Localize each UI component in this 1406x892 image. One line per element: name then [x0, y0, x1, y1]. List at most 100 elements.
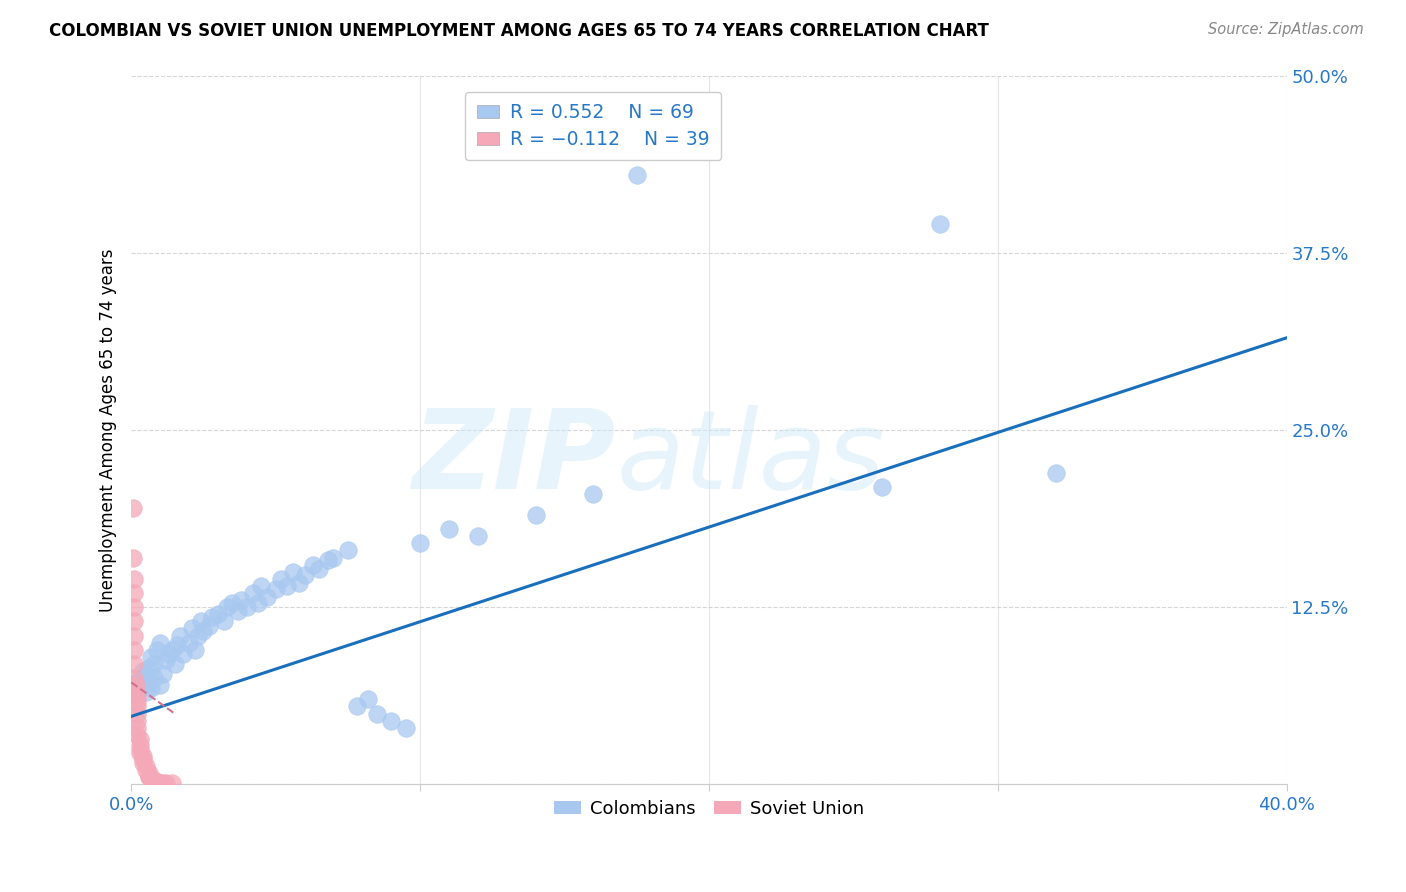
Point	[132, 678, 155, 692]
Point	[215, 600, 238, 615]
Point	[122, 657, 145, 671]
Point	[1045, 466, 1067, 480]
Point	[582, 487, 605, 501]
Point	[366, 706, 388, 721]
Point	[409, 536, 432, 550]
Point	[198, 618, 221, 632]
Point	[157, 647, 180, 661]
Point	[152, 666, 174, 681]
Point	[122, 586, 145, 600]
Point	[395, 721, 418, 735]
Point	[264, 582, 287, 596]
Point	[201, 610, 224, 624]
Point	[281, 565, 304, 579]
Point	[132, 664, 155, 678]
Point	[149, 678, 172, 692]
Point	[122, 572, 145, 586]
Point	[122, 685, 145, 699]
Point	[138, 770, 160, 784]
Point	[149, 776, 172, 790]
Point	[236, 600, 259, 615]
Point	[143, 774, 166, 789]
Point	[132, 756, 155, 771]
Point	[138, 769, 160, 783]
Point	[169, 629, 191, 643]
Point	[143, 773, 166, 788]
Text: Source: ZipAtlas.com: Source: ZipAtlas.com	[1208, 22, 1364, 37]
Point	[141, 649, 163, 664]
Point	[122, 671, 145, 685]
Point	[124, 678, 146, 692]
Point	[129, 732, 152, 747]
Point	[322, 550, 344, 565]
Point	[294, 567, 316, 582]
Point	[125, 721, 148, 735]
Point	[149, 635, 172, 649]
Point	[141, 681, 163, 695]
Point	[122, 615, 145, 629]
Point	[124, 685, 146, 699]
Point	[242, 586, 264, 600]
Point	[180, 622, 202, 636]
Point	[138, 766, 160, 780]
Point	[177, 635, 200, 649]
Text: atlas: atlas	[616, 405, 886, 512]
Point	[135, 764, 157, 778]
Point	[155, 776, 177, 790]
Point	[166, 639, 188, 653]
Point	[184, 642, 207, 657]
Text: ZIP: ZIP	[413, 405, 616, 512]
Point	[160, 642, 183, 657]
Text: COLOMBIAN VS SOVIET UNION UNEMPLOYMENT AMONG AGES 65 TO 74 YEARS CORRELATION CHA: COLOMBIAN VS SOVIET UNION UNEMPLOYMENT A…	[49, 22, 988, 40]
Point	[187, 629, 209, 643]
Point	[143, 671, 166, 685]
Point	[125, 695, 148, 709]
Point	[122, 629, 145, 643]
Point	[256, 591, 278, 605]
Point	[870, 480, 893, 494]
Point	[135, 759, 157, 773]
Point	[129, 671, 152, 685]
Point	[626, 168, 648, 182]
Point	[163, 657, 186, 671]
Point	[125, 728, 148, 742]
Point	[122, 600, 145, 615]
Point	[135, 685, 157, 699]
Point	[467, 529, 489, 543]
Point	[308, 562, 330, 576]
Point	[247, 596, 270, 610]
Point	[357, 692, 380, 706]
Point	[125, 714, 148, 728]
Point	[250, 579, 273, 593]
Point	[141, 772, 163, 786]
Point	[160, 776, 183, 790]
Point	[129, 742, 152, 756]
Point	[146, 774, 169, 789]
Point	[138, 675, 160, 690]
Point	[152, 776, 174, 790]
Point	[121, 550, 143, 565]
Point	[132, 752, 155, 766]
Point	[190, 615, 212, 629]
Point	[125, 675, 148, 690]
Point	[193, 624, 215, 639]
Point	[226, 604, 249, 618]
Point	[524, 508, 547, 522]
Point	[221, 596, 243, 610]
Point	[135, 666, 157, 681]
Point	[122, 642, 145, 657]
Point	[270, 572, 292, 586]
Y-axis label: Unemployment Among Ages 65 to 74 years: Unemployment Among Ages 65 to 74 years	[100, 248, 117, 612]
Point	[125, 690, 148, 704]
Point	[172, 647, 194, 661]
Point	[125, 706, 148, 721]
Legend: Colombians, Soviet Union: Colombians, Soviet Union	[547, 793, 872, 825]
Point	[207, 607, 229, 622]
Point	[125, 699, 148, 714]
Point	[129, 681, 152, 695]
Point	[155, 653, 177, 667]
Point	[129, 738, 152, 752]
Point	[929, 218, 952, 232]
Point	[380, 714, 402, 728]
Point	[316, 553, 339, 567]
